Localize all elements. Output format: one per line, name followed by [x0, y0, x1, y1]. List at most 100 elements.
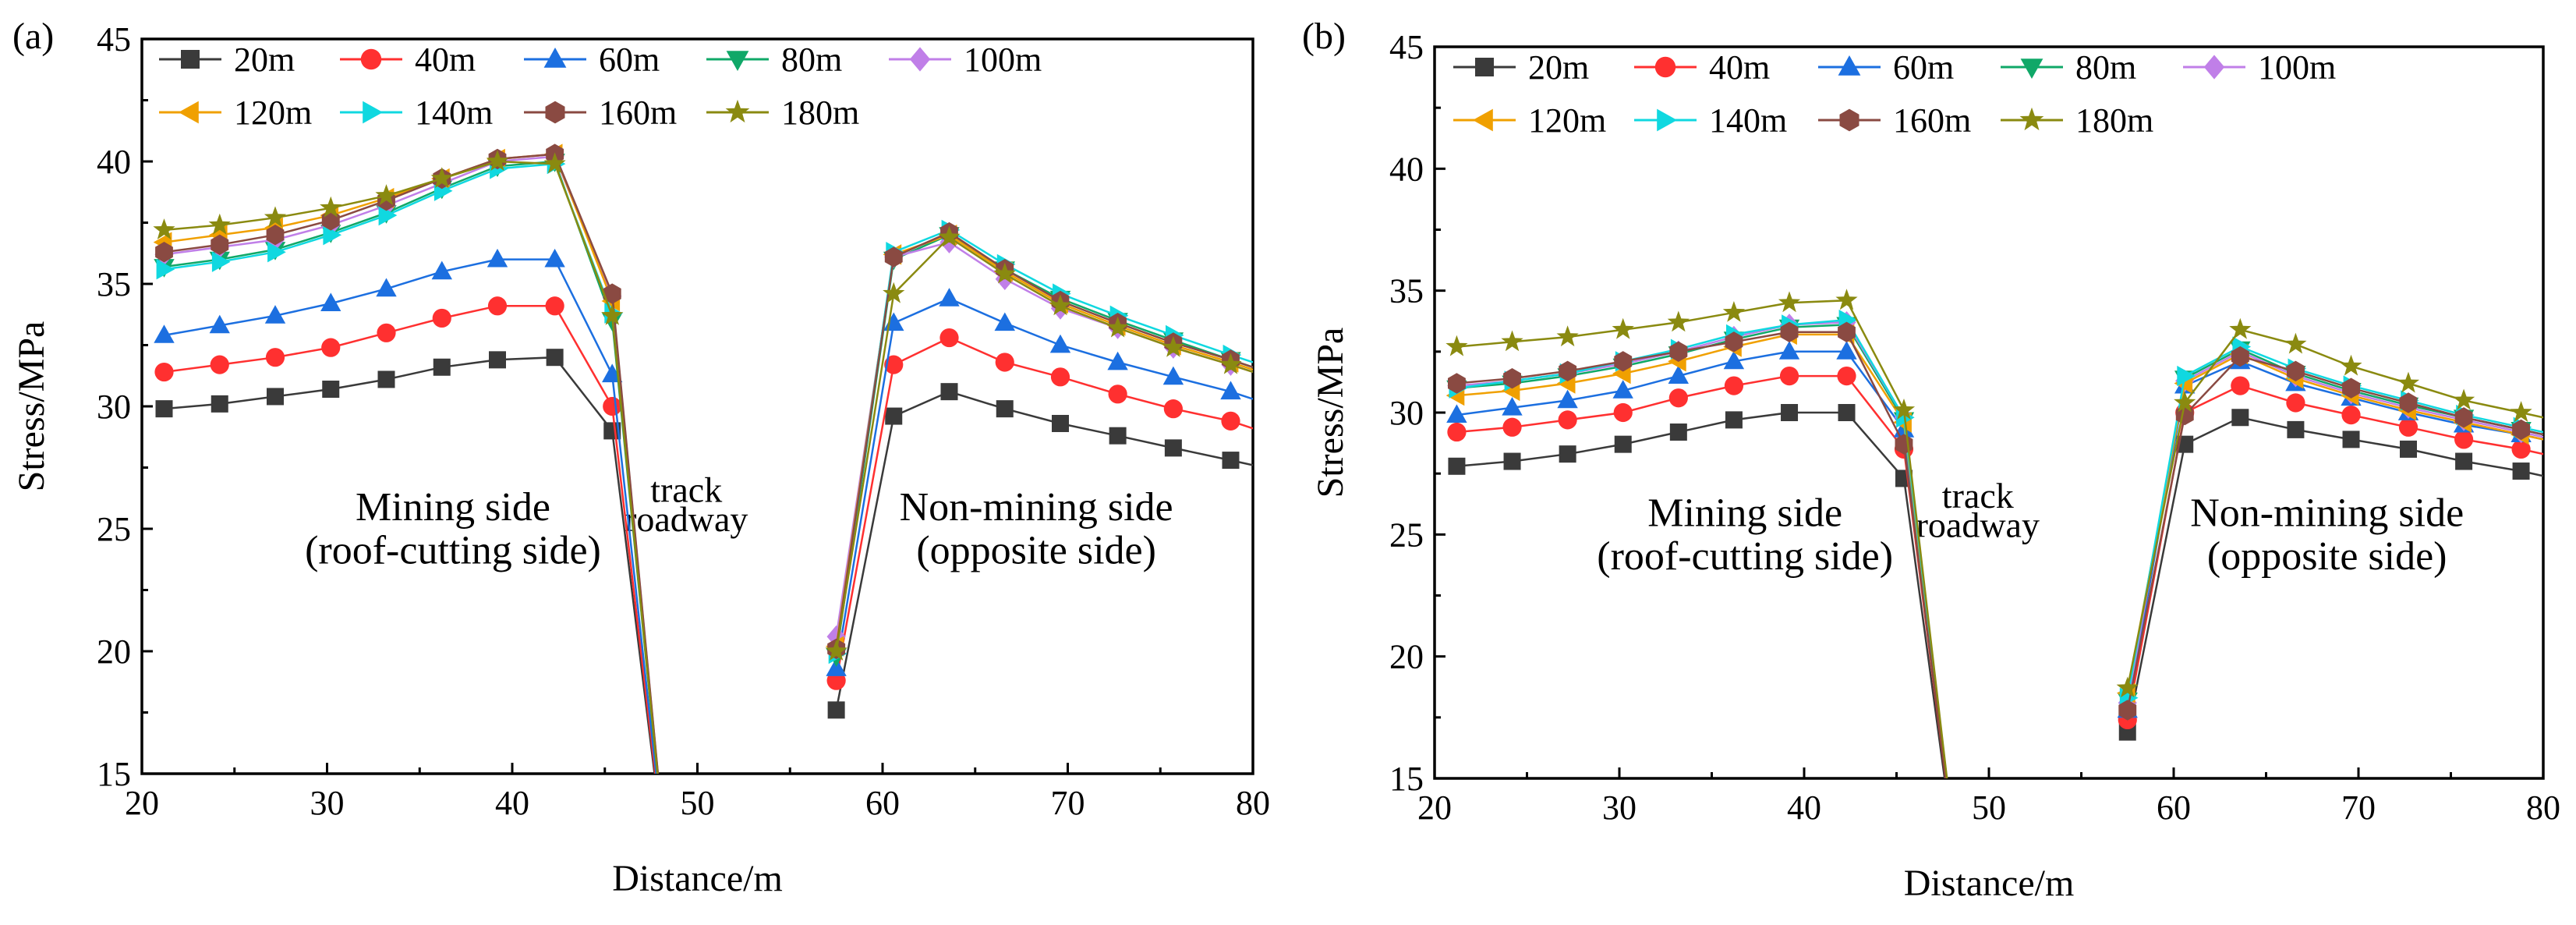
series-line-120m: [164, 153, 659, 774]
series-line-40m: [164, 305, 656, 774]
legend-label: 40m: [415, 41, 476, 79]
series-line-60m: [835, 297, 1253, 669]
legend-item-160m: 160m: [1818, 101, 1971, 140]
data-point-20m: [433, 358, 451, 376]
series-line-20m: [1456, 411, 1946, 778]
data-point-180m: [1501, 330, 1523, 352]
data-point-20m: [489, 351, 506, 369]
data-point-60m: [320, 292, 341, 311]
data-point-20m: [377, 370, 395, 388]
data-point-160m: [2287, 360, 2305, 381]
x-tick-label: 40: [495, 784, 529, 822]
data-point-60m: [1778, 341, 1800, 360]
series-line-120m: [1456, 333, 1948, 778]
legend-item-40m: 40m: [1634, 48, 1770, 87]
x-axis-title: Distance/m: [612, 858, 783, 899]
legend-marker-100m: [909, 47, 931, 72]
data-point-180m: [486, 150, 509, 171]
data-point-20m: [1614, 435, 1632, 453]
series-line-140m: [1456, 318, 1948, 778]
series-160m: [1448, 321, 2543, 778]
data-point-60m: [939, 288, 960, 307]
data-point-180m: [264, 206, 287, 228]
data-point-40m: [995, 353, 1014, 372]
x-tick-label: 30: [310, 784, 345, 822]
y-tick-label: 35: [97, 265, 131, 303]
data-point-60m: [1668, 365, 1689, 384]
x-tick-label: 20: [1417, 789, 1452, 827]
x-tick-label: 80: [1236, 784, 1270, 822]
legend-label: 60m: [599, 41, 660, 79]
data-point-160m: [2512, 419, 2530, 441]
data-point-60m: [1557, 389, 1578, 409]
legend-label: 100m: [964, 41, 1042, 79]
data-point-180m: [543, 152, 566, 174]
data-point-60m: [376, 278, 397, 297]
data-point-20m: [1052, 414, 1069, 432]
chart-panel-a: 20 30 40 50 60 70 8015202530354045Distance/mSt…: [11, 16, 1270, 899]
data-point-160m: [211, 234, 229, 255]
series-40m: [154, 296, 1253, 774]
legend-marker-180m: [2019, 107, 2044, 131]
annotation-line1: Mining side: [356, 485, 550, 530]
data-point-180m: [2397, 371, 2420, 393]
data-point-40m: [1221, 411, 1240, 431]
data-point-40m: [154, 362, 174, 382]
data-point-20m: [155, 400, 173, 418]
data-point-40m: [884, 355, 904, 374]
legend-label: 120m: [1528, 101, 1606, 140]
data-point-180m: [208, 213, 231, 235]
data-point-40m: [1163, 399, 1183, 419]
data-point-40m: [603, 396, 622, 416]
legend-item-20m: 20m: [1453, 48, 1589, 87]
legend-item-40m: 40m: [340, 41, 476, 79]
data-point-160m: [1614, 351, 1633, 372]
data-point-40m: [545, 296, 564, 316]
data-point-160m: [1838, 321, 1856, 342]
legend-marker-60m: [1838, 55, 1861, 76]
plot-frame: [1433, 45, 2545, 780]
y-tick-label: 20: [97, 633, 131, 671]
data-point-60m: [1049, 334, 1071, 353]
data-point-40m: [1613, 402, 1633, 423]
data-point-40m: [1108, 385, 1127, 404]
data-point-20m: [2342, 431, 2360, 448]
y-tick-label: 25: [97, 510, 131, 548]
series-line-180m: [164, 160, 659, 774]
data-point-140m: [211, 251, 231, 272]
annotation-line2: (roof-cutting side): [1597, 534, 1893, 579]
legend: 20m 40m 60m 80m 100m 120m 140m 160m 180m: [159, 41, 1042, 132]
annotation-line2: (opposite side): [916, 529, 1156, 573]
annotation-line1: track: [1942, 476, 2014, 516]
annotation-line2: roadway: [1916, 505, 2040, 544]
y-tick-label: 30: [1389, 394, 1424, 432]
series-20m: [155, 349, 1253, 774]
y-tick-label: 25: [1389, 516, 1424, 554]
data-point-180m: [1667, 310, 1690, 332]
data-point-20m: [322, 381, 340, 399]
data-point-60m: [826, 657, 847, 676]
data-point-180m: [1445, 335, 1468, 356]
data-point-20m: [211, 395, 228, 413]
data-point-160m: [884, 246, 903, 268]
series-line-40m: [1456, 374, 1947, 778]
data-point-60m: [1612, 380, 1633, 399]
data-point-40m: [2286, 393, 2305, 413]
data-point-40m: [377, 323, 396, 342]
x-tick-label: 20: [125, 784, 159, 822]
panel-label: (a): [12, 16, 54, 57]
data-point-20m: [2231, 409, 2249, 427]
legend-item-160m: 160m: [524, 94, 677, 132]
data-point-140m: [323, 225, 341, 246]
data-point-40m: [1779, 367, 1799, 386]
data-point-20m: [1781, 404, 1799, 421]
data-point-180m: [1556, 325, 1579, 347]
x-tick-label: 80: [2526, 789, 2560, 827]
data-point-180m: [601, 304, 624, 325]
legend-marker-80m: [726, 51, 749, 71]
data-point-180m: [2116, 676, 2139, 698]
legend-marker-120m: [1473, 108, 1493, 132]
data-point-160m: [1669, 341, 1688, 362]
legend-item-20m: 20m: [159, 41, 295, 79]
